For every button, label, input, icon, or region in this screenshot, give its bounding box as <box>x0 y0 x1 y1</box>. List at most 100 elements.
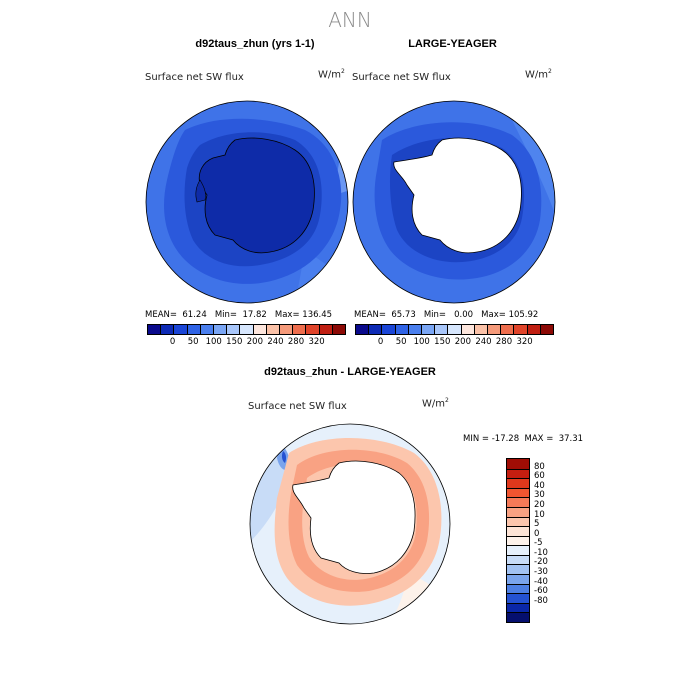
stats-right: MEAN= 65.73 Min= 0.00 Max= 105.92 <box>354 310 539 320</box>
colorbar-tick-label: -60 <box>534 586 548 597</box>
colorbar-tick-label: 280 <box>287 337 305 347</box>
colorbar-swatch <box>507 497 529 507</box>
colorbar-tick-label: 100 <box>413 337 430 347</box>
colorbar-difference-ticks: 80 60 40 30 20 10 5 0 -5 -10 -20 -30 -40 -60 -80 <box>534 458 574 621</box>
colorbar-difference <box>506 458 530 623</box>
colorbar-tick-label: -80 <box>534 595 548 606</box>
colorbar-swatch <box>507 583 529 594</box>
colorbar-swatch <box>488 325 502 334</box>
colorbar-swatch <box>319 325 333 334</box>
colorbar-left <box>147 324 346 335</box>
diff-title: d92taus_zhun - LARGE-YEAGER <box>264 366 436 378</box>
colorbar-swatch <box>253 325 267 334</box>
colorbar-swatch <box>200 325 215 334</box>
stats-left: MEAN= 61.24 Min= 17.82 Max= 136.45 <box>145 310 333 320</box>
field-label-right: Surface net SW flux <box>352 72 451 83</box>
colorbar-swatch <box>461 325 475 334</box>
colorbar-tick-label: 150 <box>434 337 451 347</box>
colorbar-ticks-left: 0 50 100 150 200 240 280 320 <box>147 337 344 349</box>
colorbar-tick-label: 240 <box>267 337 284 347</box>
colorbar-swatch <box>266 325 281 334</box>
colorbar-swatch <box>507 564 529 575</box>
colorbar-swatch <box>187 325 201 334</box>
colorbar-tick-label: -30 <box>534 567 548 578</box>
colorbar-tick-label: 80 <box>534 461 545 472</box>
colorbar-swatch <box>332 325 346 334</box>
colorbar-swatch <box>507 602 529 613</box>
colorbar-swatch <box>507 545 529 555</box>
colorbar-tick-label: 0 <box>534 528 540 539</box>
colorbar-swatch <box>382 325 396 334</box>
colorbar-swatch <box>507 459 529 469</box>
panel-title-left: d92taus_zhun (yrs 1-1) <box>195 38 315 50</box>
colorbar-tick-label: 5 <box>534 519 540 530</box>
colorbar-tick-label: -20 <box>534 557 548 568</box>
colorbar-right <box>355 324 554 335</box>
colorbar-tick-label: 150 <box>226 337 243 347</box>
colorbar-swatch <box>293 325 307 334</box>
map-difference <box>249 423 451 625</box>
colorbar-swatch <box>280 325 294 334</box>
colorbar-swatch <box>422 325 436 334</box>
colorbar-tick-label: 200 <box>454 337 471 347</box>
colorbar-swatch <box>161 325 175 334</box>
units-right: W/m2 <box>525 68 552 81</box>
colorbar-swatch <box>408 325 423 334</box>
colorbar-swatch <box>306 325 320 334</box>
colorbar-swatch <box>514 325 528 334</box>
colorbar-swatch <box>369 325 383 334</box>
page-title: ANN <box>328 8 372 32</box>
colorbar-tick-label: 320 <box>516 337 533 347</box>
colorbar-tick-label: 30 <box>534 490 545 501</box>
colorbar-tick-label: 0 <box>377 337 384 347</box>
colorbar-swatch <box>507 535 529 546</box>
map-right <box>352 100 556 304</box>
panel-title-right: LARGE-YEAGER <box>408 38 497 50</box>
colorbar-tick-label: 50 <box>187 337 199 347</box>
colorbar-swatch <box>527 325 541 334</box>
colorbar-swatch <box>448 325 462 334</box>
colorbar-tick-label: 240 <box>475 337 492 347</box>
colorbar-tick-label: 200 <box>246 337 263 347</box>
colorbar-tick-label: 0 <box>169 337 176 347</box>
colorbar-swatch <box>507 612 529 622</box>
colorbar-swatch <box>435 325 449 334</box>
colorbar-swatch <box>507 516 529 527</box>
colorbar-swatch <box>214 325 228 334</box>
diff-field-label: Surface net SW flux <box>248 401 347 412</box>
colorbar-tick-label: 50 <box>395 337 407 347</box>
colorbar-swatch <box>227 325 241 334</box>
colorbar-tick-label: -5 <box>534 538 543 549</box>
colorbar-swatch <box>356 325 370 334</box>
colorbar-tick-label: 320 <box>308 337 325 347</box>
diff-minmax: MIN = -17.28 MAX = 37.31 <box>463 434 584 444</box>
colorbar-swatch <box>501 325 515 334</box>
colorbar-swatch <box>507 506 529 517</box>
map-left <box>145 100 349 304</box>
colorbar-swatch <box>174 325 188 334</box>
colorbar-swatch <box>507 526 529 536</box>
colorbar-tick-label: 40 <box>534 480 545 491</box>
colorbar-tick-label: 20 <box>534 499 545 510</box>
colorbar-swatch <box>540 325 554 334</box>
colorbar-tick-label: 10 <box>534 509 545 520</box>
colorbar-swatch <box>474 325 489 334</box>
colorbar-swatch <box>507 487 529 498</box>
units-left: W/m2 <box>318 68 345 81</box>
diff-units: W/m2 <box>422 397 449 410</box>
field-label-left: Surface net SW flux <box>145 72 244 83</box>
colorbar-swatch <box>507 468 529 479</box>
colorbar-swatch <box>507 554 529 565</box>
colorbar-tick-label: -40 <box>534 576 548 587</box>
colorbar-swatch <box>507 574 529 584</box>
colorbar-tick-label: 100 <box>205 337 222 347</box>
colorbar-tick-label: 60 <box>534 471 545 482</box>
colorbar-swatch <box>148 325 162 334</box>
colorbar-swatch <box>395 325 409 334</box>
colorbar-swatch <box>507 478 529 488</box>
colorbar-ticks-right: 0 50 100 150 200 240 280 320 <box>355 337 552 349</box>
colorbar-tick-label: -10 <box>534 547 548 558</box>
colorbar-swatch <box>507 593 529 603</box>
colorbar-tick-label: 280 <box>495 337 513 347</box>
colorbar-swatch <box>240 325 254 334</box>
